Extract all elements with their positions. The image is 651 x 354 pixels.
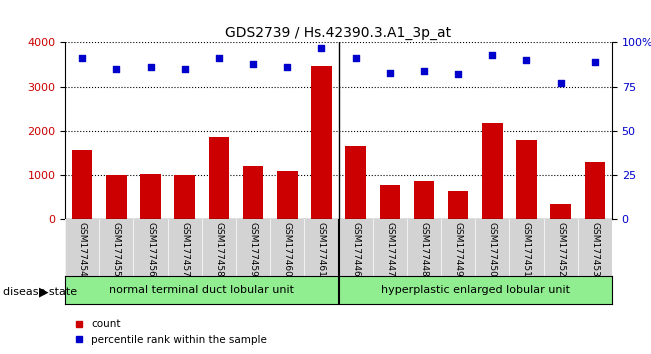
Bar	[208, 137, 229, 219]
Point	[453, 72, 464, 77]
Text: GSM177456: GSM177456	[146, 222, 155, 277]
Point	[77, 56, 87, 61]
Text: GSM177446: GSM177446	[351, 222, 360, 277]
Point	[248, 61, 258, 67]
Text: GSM177451: GSM177451	[522, 222, 531, 277]
Bar	[516, 140, 536, 219]
Text: GSM177461: GSM177461	[317, 222, 326, 277]
Point	[521, 57, 532, 63]
Text: GSM177452: GSM177452	[556, 222, 565, 277]
Point	[350, 56, 361, 61]
Text: GSM177448: GSM177448	[419, 222, 428, 277]
Bar	[243, 166, 263, 219]
Bar	[380, 185, 400, 219]
Text: GSM177460: GSM177460	[283, 222, 292, 277]
Bar	[277, 171, 298, 219]
Text: disease state: disease state	[3, 287, 77, 297]
Point	[590, 59, 600, 65]
Text: GSM177453: GSM177453	[590, 222, 600, 277]
Point	[111, 66, 122, 72]
Text: GSM177455: GSM177455	[112, 222, 121, 277]
Text: GSM177447: GSM177447	[385, 222, 395, 277]
Point	[316, 45, 327, 51]
Point	[487, 52, 497, 58]
Text: GSM177449: GSM177449	[454, 222, 463, 277]
Bar	[585, 162, 605, 219]
Legend: count, percentile rank within the sample: count, percentile rank within the sample	[70, 315, 271, 349]
Text: normal terminal duct lobular unit: normal terminal duct lobular unit	[109, 285, 294, 295]
Bar	[311, 67, 331, 219]
Bar	[345, 147, 366, 219]
Bar	[106, 175, 126, 219]
Text: GSM177450: GSM177450	[488, 222, 497, 277]
Bar	[72, 150, 92, 219]
Text: GSM177457: GSM177457	[180, 222, 189, 277]
Text: ▶: ▶	[40, 286, 49, 298]
Bar	[550, 205, 571, 219]
Text: hyperplastic enlarged lobular unit: hyperplastic enlarged lobular unit	[381, 285, 570, 295]
Text: GSM177459: GSM177459	[249, 222, 258, 277]
Text: GSM177454: GSM177454	[77, 222, 87, 277]
Bar	[448, 191, 468, 219]
Bar	[174, 175, 195, 219]
Title: GDS2739 / Hs.42390.3.A1_3p_at: GDS2739 / Hs.42390.3.A1_3p_at	[225, 26, 452, 40]
Bar	[140, 175, 161, 219]
Bar	[482, 123, 503, 219]
Point	[555, 80, 566, 86]
Point	[282, 64, 292, 70]
Point	[214, 56, 224, 61]
Text: GSM177458: GSM177458	[214, 222, 223, 277]
Point	[180, 66, 190, 72]
Bar	[413, 181, 434, 219]
Point	[145, 64, 156, 70]
Point	[419, 68, 429, 74]
Point	[385, 70, 395, 75]
